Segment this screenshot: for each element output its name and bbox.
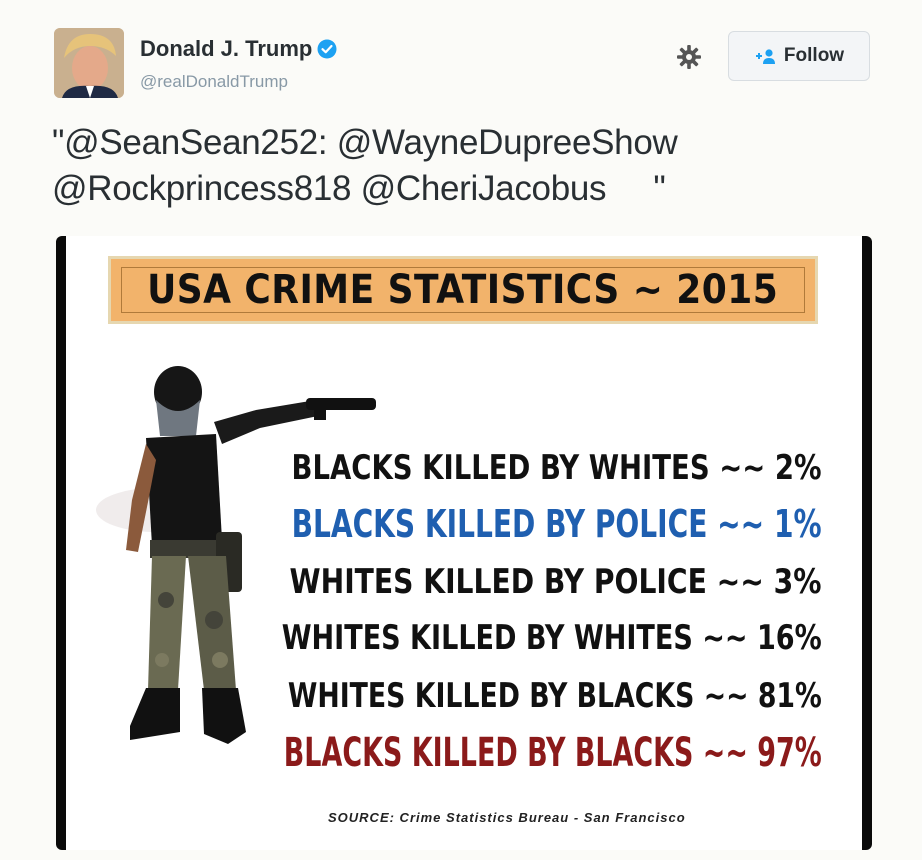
tweet-text-line-1: "@SeanSean252: @WayneDupreeShow xyxy=(52,123,678,162)
display-name[interactable]: Donald J. Trump xyxy=(140,36,313,61)
crime-stat-line: BLACKS KILLED BY WHITES ~~ 2% xyxy=(292,448,822,488)
author-name-row: Donald J. Trump xyxy=(140,36,337,62)
avatar[interactable] xyxy=(54,28,124,98)
crime-stat-line: WHITES KILLED BY WHITES ~~ 16% xyxy=(282,618,822,658)
add-user-icon xyxy=(755,49,775,64)
masked-gunman-figure xyxy=(96,366,376,744)
image-title: USA CRIME STATISTICS ~ 2015 xyxy=(147,267,779,313)
follow-button[interactable]: Follow xyxy=(728,31,870,81)
tweet-text-line-2: @Rockprincess818 @CheriJacobus " xyxy=(52,169,666,208)
title-banner-border xyxy=(121,267,805,313)
image-source-caption: SOURCE: Crime Statistics Bureau - San Fr… xyxy=(328,810,686,825)
crime-stat-line: WHITES KILLED BY BLACKS ~~ 81% xyxy=(288,676,822,716)
image-title-banner: USA CRIME STATISTICS ~ 2015 xyxy=(108,256,818,324)
crime-stat-line: BLACKS KILLED BY POLICE ~~ 1% xyxy=(292,502,822,546)
avatar-photo xyxy=(54,28,124,98)
user-handle[interactable]: @realDonaldTrump xyxy=(140,72,288,91)
crime-stat-line: WHITES KILLED BY POLICE ~~ 3% xyxy=(290,562,822,602)
follow-button-label: Follow xyxy=(783,45,845,66)
gear-icon[interactable] xyxy=(676,44,702,70)
tweet-text: "@SeanSean252: @WayneDupreeShow @Rockpri… xyxy=(52,120,872,212)
verified-badge-icon xyxy=(317,39,337,59)
crime-stat-line: BLACKS KILLED BY BLACKS ~~ 97% xyxy=(284,730,822,776)
